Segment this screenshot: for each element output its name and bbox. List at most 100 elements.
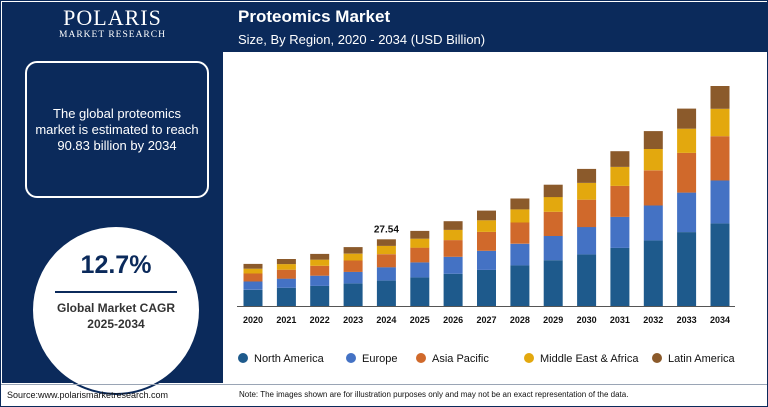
- bar-segment: [243, 268, 263, 274]
- bar-segment: [477, 269, 496, 306]
- x-tick-label: 2020: [243, 315, 263, 325]
- x-tick-label: 2024: [376, 315, 396, 325]
- legend-label: Europe: [362, 353, 397, 365]
- bar-segment: [510, 222, 530, 244]
- bar-segment: [343, 271, 363, 284]
- bar-segment: [276, 278, 296, 288]
- x-tick-label: 2022: [310, 315, 330, 325]
- bar-segment: [410, 247, 430, 263]
- x-tick-label: 2034: [710, 315, 730, 325]
- bar-segment: [343, 247, 363, 254]
- bar-segment: [643, 170, 663, 206]
- bar-segment: [543, 236, 563, 261]
- x-tick-label: 2029: [543, 315, 563, 325]
- bar-segment: [543, 197, 563, 212]
- bar-segment: [710, 136, 730, 181]
- bar-segment: [243, 281, 263, 290]
- bar-segment: [677, 128, 697, 153]
- bar-segment: [443, 229, 463, 241]
- legend-marker: [346, 353, 356, 363]
- bar-segment: [510, 243, 530, 266]
- bar-segment: [610, 185, 630, 217]
- x-tick-label: 2025: [410, 315, 430, 325]
- legend-label: North America: [254, 353, 325, 365]
- bar-segment: [577, 227, 597, 255]
- bar-segment: [610, 247, 630, 306]
- market-summary-box: The global proteomics market is estimate…: [25, 61, 209, 198]
- cagr-value: 12.7%: [80, 251, 152, 279]
- cagr-badge: 12.7% Global Market CAGR 2025-2034: [31, 225, 201, 395]
- legend-marker: [524, 353, 534, 363]
- x-tick-label: 2027: [476, 315, 496, 325]
- legend-label: Latin America: [668, 353, 736, 365]
- source-text: Source:www.polarismarketresearch.com: [7, 390, 169, 400]
- market-summary-text: The global proteomics market is estimate…: [35, 105, 199, 153]
- bar-segment: [310, 285, 330, 306]
- legend-marker: [652, 353, 662, 363]
- bar-segment: [677, 232, 697, 306]
- bar-segment: [510, 265, 530, 306]
- bar-segment: [710, 86, 730, 109]
- bar-segment: [477, 231, 496, 251]
- bar-segment: [410, 262, 430, 278]
- chart-subtitle: Size, By Region, 2020 - 2034 (USD Billio…: [238, 32, 486, 47]
- bar-segment: [577, 168, 597, 183]
- bar-segment: [643, 205, 663, 241]
- bar-segment: [243, 273, 263, 282]
- x-tick-label: 2028: [510, 315, 530, 325]
- bar-segment: [310, 265, 330, 276]
- bar-segment: [376, 239, 396, 246]
- bar-segment: [677, 108, 697, 129]
- bar-segment: [543, 260, 563, 306]
- legend-marker: [416, 353, 426, 363]
- bar-segment: [477, 220, 496, 232]
- legend-label: Middle East & Africa: [540, 353, 639, 365]
- x-tick-label: 2030: [577, 315, 597, 325]
- bar-segment: [376, 254, 396, 268]
- bar-segment: [376, 267, 396, 281]
- bar-segment: [610, 151, 630, 167]
- bar-segment: [510, 198, 530, 210]
- brand-tagline: MARKET RESEARCH: [59, 30, 166, 40]
- legend-label: Asia Pacific: [432, 353, 489, 365]
- x-tick-label: 2033: [677, 315, 697, 325]
- bar-segment: [310, 253, 330, 260]
- bar-segment: [543, 211, 563, 236]
- bar-segment: [443, 240, 463, 257]
- bar-segment: [376, 280, 396, 306]
- bar-segment: [443, 273, 463, 306]
- bar-segment: [610, 167, 630, 186]
- chart-header: Proteomics Market Size, By Region, 2020 …: [223, 2, 767, 52]
- bar-segment: [343, 253, 363, 261]
- bar-segment: [477, 250, 496, 270]
- bar-segment: [443, 256, 463, 274]
- x-tick-label: 2031: [610, 315, 630, 325]
- x-tick-label: 2032: [643, 315, 663, 325]
- bar-segment: [577, 254, 597, 306]
- bar-segment: [643, 149, 663, 171]
- bar-segment: [243, 289, 263, 306]
- cagr-label-line2: 2025-2034: [87, 317, 145, 331]
- bar-segment: [643, 240, 663, 306]
- bar-segment: [376, 245, 396, 255]
- bar-segment: [477, 210, 496, 221]
- bar-segment: [643, 131, 663, 149]
- bar-segment: [577, 183, 597, 200]
- x-tick-label: 2021: [276, 315, 296, 325]
- brand-name: POLARIS: [63, 5, 162, 30]
- bar-segment: [276, 264, 296, 270]
- bar-segment: [443, 221, 463, 230]
- legend-marker: [238, 353, 248, 363]
- stacked-bar-chart: 2020 2021 2022 2023 2024 2025 2026 2027 2028 2029…: [237, 86, 736, 365]
- chart-title: Proteomics Market: [238, 7, 391, 26]
- bar-segment: [577, 199, 597, 228]
- x-tick-label: 2026: [443, 315, 463, 325]
- cagr-label: Global Market CAGR 2025-2034: [33, 300, 199, 332]
- bar-segment: [610, 216, 630, 248]
- bar-segment: [276, 259, 296, 265]
- bar-segment: [410, 277, 430, 306]
- bar-segment: [343, 260, 363, 272]
- data-label: 27.54: [374, 224, 399, 235]
- bar-segment: [243, 263, 263, 269]
